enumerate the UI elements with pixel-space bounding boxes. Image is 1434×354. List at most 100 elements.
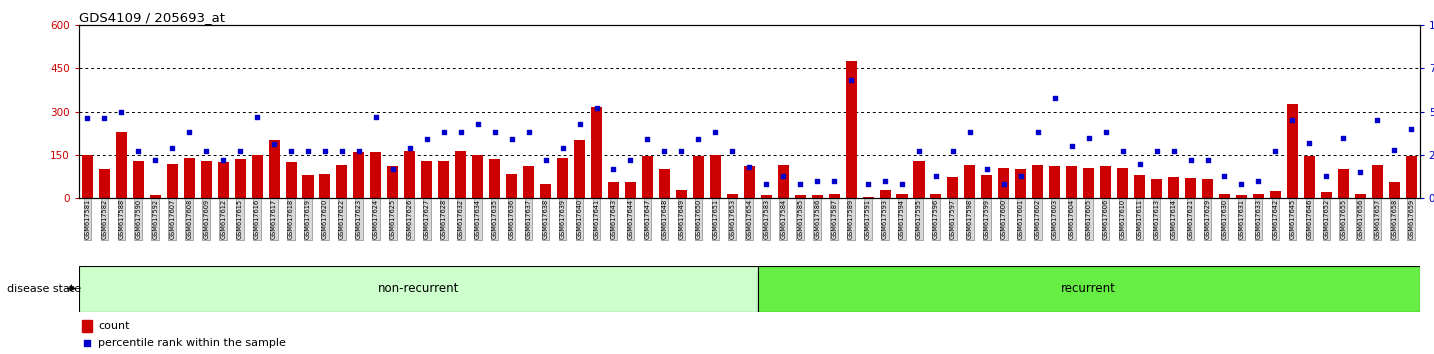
Point: [1146, 149, 1169, 154]
Bar: [710, 155, 721, 198]
Bar: [744, 166, 754, 198]
Bar: [99, 169, 110, 198]
Bar: [1388, 182, 1400, 198]
Bar: [133, 161, 143, 198]
Bar: [794, 195, 806, 198]
Bar: [1117, 168, 1129, 198]
Point: [1213, 173, 1236, 178]
Point: [1332, 135, 1355, 141]
Point: [789, 182, 812, 187]
Point: [76, 340, 99, 346]
Point: [1027, 130, 1050, 135]
Point: [399, 145, 422, 151]
Bar: [541, 184, 551, 198]
Point: [925, 173, 948, 178]
Bar: [1405, 156, 1417, 198]
Point: [568, 121, 591, 126]
Bar: [166, 164, 178, 198]
Point: [1060, 143, 1083, 149]
Point: [806, 178, 829, 184]
Bar: [251, 155, 262, 198]
Point: [652, 149, 675, 154]
Point: [619, 157, 642, 163]
Point: [297, 149, 320, 154]
Bar: [760, 195, 771, 198]
Bar: [658, 169, 670, 198]
Point: [1263, 149, 1286, 154]
Bar: [523, 166, 533, 198]
Bar: [387, 166, 399, 198]
Point: [1248, 178, 1271, 184]
Bar: [82, 320, 92, 332]
Bar: [422, 161, 432, 198]
Bar: [404, 150, 416, 198]
Point: [721, 149, 744, 154]
Point: [1196, 157, 1219, 163]
Bar: [218, 162, 228, 198]
Bar: [1219, 194, 1230, 198]
Point: [262, 142, 285, 147]
Bar: [1184, 178, 1196, 198]
Bar: [896, 194, 908, 198]
Point: [1400, 126, 1423, 132]
Point: [551, 145, 574, 151]
Point: [195, 149, 218, 154]
Point: [823, 178, 846, 184]
Point: [704, 130, 727, 135]
Point: [891, 182, 913, 187]
Point: [992, 182, 1015, 187]
Bar: [285, 162, 297, 198]
Bar: [1134, 175, 1146, 198]
Point: [670, 149, 693, 154]
Bar: [693, 156, 704, 198]
Point: [1315, 173, 1338, 178]
Point: [1298, 140, 1321, 145]
Bar: [625, 182, 635, 198]
Point: [1382, 147, 1405, 153]
Bar: [1271, 191, 1281, 198]
Point: [908, 149, 931, 154]
Point: [533, 157, 556, 163]
Point: [432, 130, 455, 135]
Bar: [1015, 169, 1027, 198]
Point: [518, 130, 541, 135]
Point: [1281, 118, 1304, 123]
Bar: [879, 190, 891, 198]
Bar: [1338, 169, 1349, 198]
Bar: [931, 194, 942, 198]
Bar: [1355, 194, 1365, 198]
Bar: [829, 194, 840, 198]
Bar: [757, 266, 1420, 312]
Point: [635, 136, 658, 142]
Bar: [268, 141, 280, 198]
Bar: [1152, 179, 1162, 198]
Bar: [846, 61, 856, 198]
Bar: [574, 141, 585, 198]
Bar: [184, 158, 195, 198]
Point: [1077, 135, 1100, 141]
Point: [466, 121, 489, 126]
Bar: [1100, 166, 1111, 198]
Bar: [439, 161, 449, 198]
Text: recurrent: recurrent: [1061, 282, 1116, 295]
Point: [483, 130, 506, 135]
Bar: [149, 195, 161, 198]
Bar: [965, 165, 975, 198]
Point: [76, 116, 99, 121]
Bar: [235, 159, 245, 198]
Bar: [489, 159, 500, 198]
Point: [1230, 182, 1253, 187]
Bar: [201, 161, 212, 198]
Point: [856, 182, 879, 187]
Point: [1349, 170, 1372, 175]
Bar: [370, 152, 381, 198]
Point: [771, 173, 794, 178]
Bar: [675, 190, 687, 198]
Text: GDS4109 / 205693_at: GDS4109 / 205693_at: [79, 11, 225, 24]
Point: [1044, 95, 1067, 101]
Point: [110, 109, 133, 114]
Point: [585, 105, 608, 111]
Text: count: count: [98, 321, 129, 331]
Point: [1365, 118, 1388, 123]
Bar: [863, 197, 873, 198]
